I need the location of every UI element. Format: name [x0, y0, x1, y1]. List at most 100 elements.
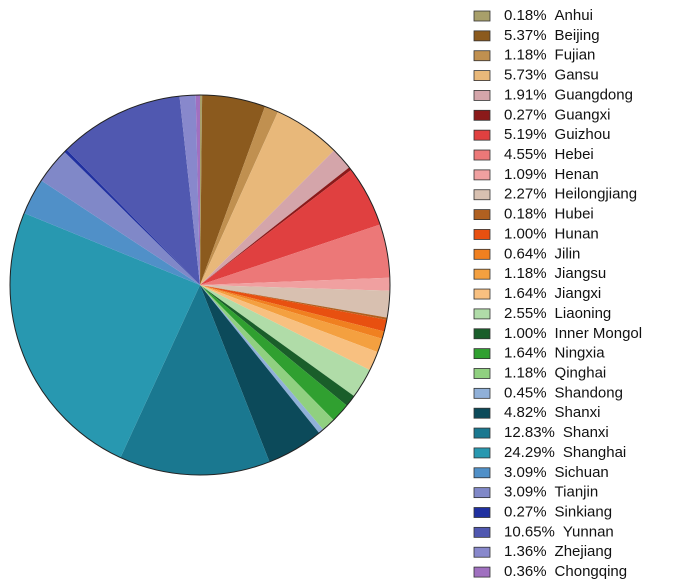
legend-swatch [473, 229, 491, 240]
pie-slice [200, 285, 320, 462]
pie-slice [200, 285, 383, 353]
pie-slice [64, 149, 200, 285]
legend-name: Liaoning [555, 305, 612, 322]
legend-name: Shanxi [555, 404, 601, 421]
pie-slice [200, 277, 390, 291]
pie-slice [195, 95, 200, 285]
legend-value: 4.82% [504, 404, 547, 421]
legend-value: 0.27% [504, 503, 547, 520]
legend-label: 1.00% Inner Mongol [504, 325, 642, 342]
legend-label: 0.18% Hubei [504, 206, 594, 223]
legend-swatch [473, 348, 491, 360]
legend-swatch [473, 70, 491, 81]
legend-name: Guangdong [555, 86, 633, 103]
legend-value: 1.36% [504, 543, 547, 560]
legend-value: 10.65% [504, 523, 555, 540]
pie-slice [200, 224, 390, 285]
legend-value: 1.09% [504, 166, 547, 183]
legend-value: 3.09% [504, 484, 547, 501]
legend-value: 1.64% [504, 345, 547, 362]
pie-slice [200, 167, 352, 285]
legend-label: 0.64% Jilin [504, 245, 580, 262]
legend-label: 5.73% Gansu [504, 67, 599, 84]
legend-name: Qinghai [555, 364, 607, 381]
legend-value: 0.18% [504, 7, 547, 24]
legend-value: 24.29% [504, 444, 555, 461]
legend-value: 1.18% [504, 364, 547, 381]
legend-value: 0.45% [504, 384, 547, 401]
legend-name: Sinkiang [555, 503, 613, 520]
legend-label: 0.27% Guangxi [504, 106, 610, 123]
legend-name: Guangxi [555, 106, 611, 123]
legend-label: 4.82% Shanxi [504, 404, 600, 421]
pie-slice [200, 285, 347, 421]
legend-swatch [473, 467, 491, 479]
legend-name: Shandong [555, 384, 623, 401]
legend-swatch [473, 248, 491, 260]
legend-label: 0.45% Shandong [504, 384, 623, 401]
legend-name: Guizhou [555, 126, 611, 143]
legend-value: 0.27% [504, 106, 547, 123]
legend-swatch [473, 507, 491, 518]
legend-label: 0.27% Sinkiang [504, 503, 612, 520]
pie-slice [200, 285, 355, 406]
legend-label: 1.00% Hunan [504, 225, 599, 242]
legend-name: Ningxia [555, 345, 606, 362]
legend-swatch [473, 90, 491, 101]
legend-name: Shanghai [563, 444, 626, 461]
legend-swatch [473, 169, 491, 181]
pie-slice [200, 95, 203, 285]
pie-slice [200, 285, 334, 430]
pie-slice [66, 96, 200, 285]
legend-swatch [473, 149, 491, 161]
legend-swatch [473, 10, 491, 22]
legend-value: 2.27% [504, 186, 547, 203]
pie-slice [200, 285, 378, 371]
legend-name: Tianjin [555, 484, 599, 501]
legend-label: 5.19% Guizhou [504, 126, 610, 143]
legend-swatch [473, 189, 491, 201]
legend-swatch [473, 50, 491, 62]
legend-label: 1.18% Jiangsu [504, 265, 606, 282]
pie-slice [200, 106, 278, 285]
legend-name: Henan [555, 166, 599, 183]
legend-name: Jiangxi [555, 285, 602, 302]
legend-name: Hunan [555, 225, 599, 242]
legend-label: 1.18% Fujian [504, 47, 595, 64]
legend-value: 1.00% [504, 325, 547, 342]
legend-swatch [473, 109, 491, 121]
legend-label: 0.36% Chongqing [504, 563, 627, 580]
legend-value: 1.00% [504, 225, 547, 242]
pie-slice [24, 180, 200, 285]
pie-slice [10, 213, 200, 458]
legend-label: 0.18% Anhui [504, 7, 593, 24]
legend-label: 3.09% Tianjin [504, 484, 598, 501]
legend-value: 12.83% [504, 424, 555, 441]
legend-swatch [473, 368, 491, 379]
legend-name: Yunnan [563, 523, 614, 540]
legend-value: 5.19% [504, 126, 547, 143]
pie-slice [200, 285, 388, 320]
legend-name: Jilin [555, 245, 581, 262]
legend-label: 24.29% Shanghai [504, 444, 626, 461]
legend-label: 1.18% Qinghai [504, 364, 606, 381]
legend-name: Hebei [555, 146, 594, 163]
pie-slice [200, 150, 350, 285]
legend-swatch [473, 288, 491, 300]
legend-value: 5.73% [504, 67, 547, 84]
legend-swatch [473, 308, 491, 320]
legend-swatch [473, 427, 491, 439]
legend-label: 1.64% Ningxia [504, 345, 605, 362]
pie-slice [179, 95, 200, 285]
legend-name: Shanxi [563, 424, 609, 441]
legend-name: Fujian [555, 47, 596, 64]
pie-slice [200, 169, 381, 285]
legend-label: 1.64% Jiangxi [504, 285, 601, 302]
pie-slice [200, 95, 265, 285]
legend-value: 0.36% [504, 563, 547, 580]
legend-swatch [473, 209, 491, 221]
legend-swatch [473, 328, 491, 340]
pie-slice [200, 111, 335, 285]
legend-name: Chongqing [555, 563, 628, 580]
